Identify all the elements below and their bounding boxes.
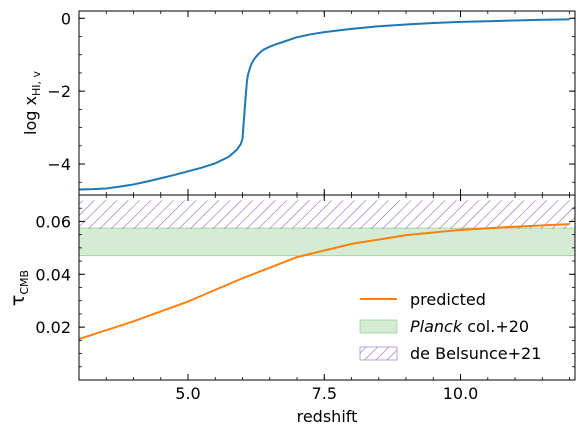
x-tick-label: 10.0: [443, 384, 479, 403]
top-y-tick-label: −2: [47, 82, 71, 101]
top-y-axis-label-sub: HI, v: [30, 71, 43, 97]
bottom-panel: 0.02 0.04 0.06 5.0 7.5 10.0 τCMB redshift: [7, 194, 576, 426]
legend-belsunce-swatch: [359, 346, 398, 361]
legend-predicted-label: predicted: [410, 290, 486, 309]
top-frame: [78, 10, 576, 196]
belsunce-hatched-band: [79, 200, 575, 229]
x-axis-label: redshift: [297, 407, 358, 426]
bottom-y-tick-label: 0.06: [35, 212, 71, 231]
bottom-y-axis-label-sub: CMB: [18, 270, 31, 295]
bottom-y-axis-label: τCMB: [7, 270, 31, 306]
legend-belsunce-label: de Belsunce+21: [410, 344, 541, 363]
legend-planck-label: Planck col.+20: [410, 317, 529, 336]
predicted-series-line: [79, 223, 570, 340]
top-panel: 0 −2 −4 log xHI, v: [21, 9, 576, 196]
legend: predicted Planck col.+20 de Belsunce+21: [359, 290, 541, 363]
x-tick-label: 7.5: [312, 384, 337, 403]
planck-band: [79, 227, 575, 257]
legend-planck-swatch: [359, 319, 398, 334]
bottom-y-tick-label: 0.02: [35, 318, 71, 337]
top-y-axis-label: log xHI, v: [21, 71, 43, 135]
xhi-series-line: [79, 18, 570, 191]
x-tick-label: 5.0: [175, 384, 200, 403]
bottom-frame: [78, 194, 576, 381]
top-y-tick-label: 0: [61, 9, 71, 28]
top-y-tick-label: −4: [47, 155, 71, 174]
bottom-y-tick-label: 0.04: [35, 265, 71, 284]
